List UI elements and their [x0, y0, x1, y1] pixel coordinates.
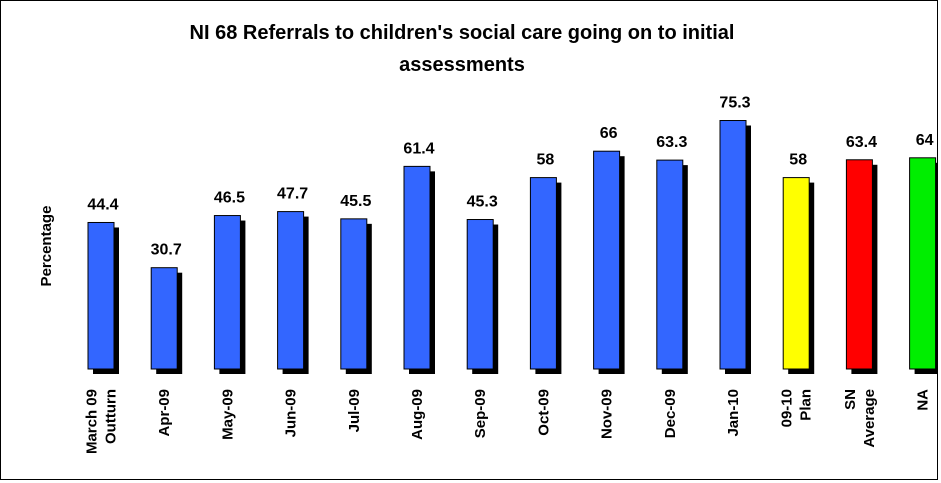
x-tick-label: Aug-09	[409, 389, 426, 440]
data-label: 75.3	[719, 95, 750, 112]
data-label: 63.3	[656, 134, 687, 151]
bar	[656, 159, 684, 370]
x-tick-label: Sep-09	[472, 389, 489, 438]
bar	[782, 177, 810, 370]
x-tick-label: SN	[842, 389, 859, 410]
bar	[909, 157, 937, 370]
data-label: 64	[916, 132, 934, 149]
x-tick-label: Jan-10	[725, 389, 742, 437]
x-tick-label: Average	[861, 389, 878, 448]
bar	[213, 215, 241, 370]
bar	[150, 267, 178, 370]
data-label: 61.4	[403, 140, 434, 157]
x-tick-label: Outturn	[103, 389, 120, 444]
x-tick-label: Jul-09	[346, 389, 363, 432]
bar	[277, 211, 305, 370]
bar	[466, 219, 494, 370]
bar	[403, 165, 431, 370]
chart-title: NI 68 Referrals to children's social car…	[190, 22, 735, 76]
bar	[529, 177, 557, 370]
y-axis-label: Percentage	[38, 206, 55, 287]
x-tick-labels-layer: March 09 Outturn Apr-09 May-09 Jun-09 Jul-09 A…	[84, 389, 932, 454]
data-label: 30.7	[151, 242, 182, 259]
x-tick-label: Plan	[798, 389, 815, 421]
data-label: 58	[537, 152, 555, 169]
data-label: 45.5	[340, 193, 371, 210]
bar	[719, 120, 747, 370]
x-tick-label: May-09	[219, 389, 236, 440]
data-label: 46.5	[214, 190, 245, 207]
chart-title-line-2: assessments	[399, 54, 525, 76]
x-tick-label: 09-10	[779, 389, 796, 427]
bar	[593, 150, 621, 370]
data-label: 44.4	[87, 196, 118, 213]
bar	[340, 218, 368, 370]
x-tick-label: Apr-09	[156, 389, 173, 437]
bar	[87, 221, 115, 370]
x-tick-label: Dec-09	[662, 389, 679, 438]
chart-title-line-1: NI 68 Referrals to children's social car…	[190, 22, 735, 44]
x-tick-label: March 09	[84, 389, 101, 454]
data-label: 66	[600, 125, 618, 142]
x-tick-label: NA	[915, 389, 932, 411]
data-labels-layer: 44.4 30.7 46.5 47.7 45.5 61.4 45.3 58 66 63.3 75.3…	[87, 95, 933, 259]
bars-layer	[87, 120, 937, 374]
data-label: 45.3	[467, 194, 498, 211]
data-label: 58	[789, 152, 807, 169]
x-tick-label: Jun-09	[283, 389, 300, 437]
x-tick-label: Oct-09	[535, 389, 552, 436]
data-label: 47.7	[277, 186, 308, 203]
data-label: 63.4	[846, 134, 877, 151]
bar	[845, 159, 873, 370]
x-tick-label: Nov-09	[599, 389, 616, 439]
